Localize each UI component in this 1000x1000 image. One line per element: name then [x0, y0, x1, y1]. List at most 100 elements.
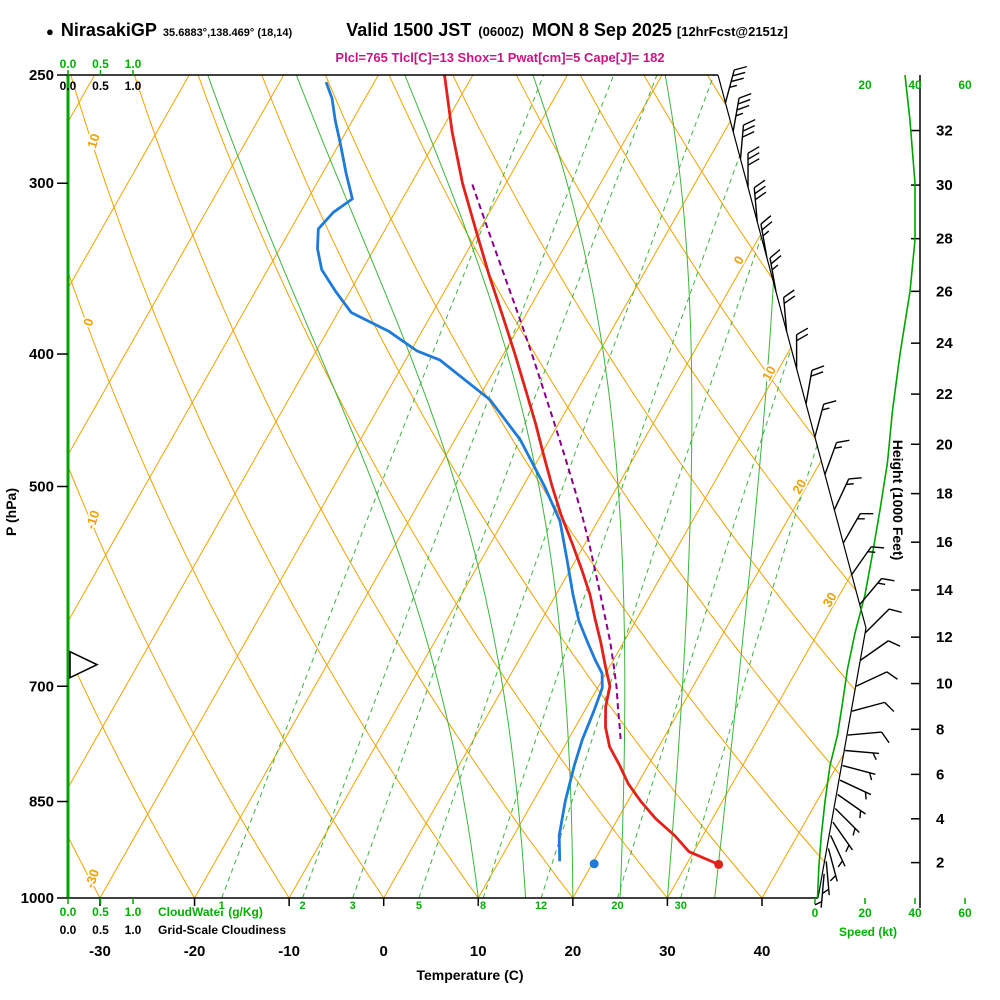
wind-barb — [753, 179, 767, 222]
temperature-axis-title: Temperature (C) — [416, 967, 523, 983]
speed-scale-top: 60 — [958, 78, 972, 92]
height-tick-label: 10 — [936, 676, 953, 693]
pressure-tick-label: 250 — [29, 67, 54, 84]
mixing-ratio-label: 3 — [350, 900, 356, 912]
pressure-axis-title: P (hPa) — [3, 488, 19, 536]
wind-barb — [814, 400, 837, 438]
wind-barb — [839, 779, 872, 800]
height-axis-title: Height (1000 Feet) — [890, 440, 906, 561]
temperature-tick-label: 10 — [470, 943, 487, 960]
height-tick-label: 18 — [936, 486, 953, 503]
speed-scale-bottom: 60 — [958, 906, 972, 920]
isotherm-label: 20 — [789, 476, 809, 496]
isotherm-label: 0 — [730, 253, 747, 267]
surface-temperature-dot — [714, 859, 724, 869]
height-tick-label: 28 — [936, 231, 953, 248]
wind-barb — [837, 793, 866, 819]
temperature-tick-label: -20 — [184, 943, 206, 960]
height-tick-label: 20 — [936, 436, 953, 453]
wind-barb — [769, 249, 782, 292]
height-tick-label: 32 — [936, 123, 953, 140]
wind-barb — [855, 671, 898, 687]
wind-barb — [747, 146, 760, 188]
temperature-tick-label: 0 — [380, 943, 388, 960]
wind-barb — [827, 848, 838, 882]
height-tick-label: 12 — [936, 629, 953, 646]
adiabat-label: 0 — [80, 316, 97, 328]
mixing-ratio-lines — [221, 75, 866, 898]
pressure-tick-label: 300 — [29, 175, 54, 192]
height-tick-label: 24 — [936, 335, 953, 352]
parcel-curve — [470, 182, 622, 740]
valid-time: Valid 1500 JST — [346, 20, 472, 40]
cloudiness-axis-title: Grid-Scale Cloudiness — [158, 923, 286, 937]
sounding-profiles — [316, 75, 720, 866]
temperature-tick-label: -30 — [89, 943, 111, 960]
pressure-tick-label: 700 — [29, 678, 54, 695]
parcel-parameters: Plcl=765 Tlcl[C]=13 Shox=1 Pwat[cm]=5 Ca… — [335, 50, 665, 65]
temperature-curve — [443, 75, 720, 866]
temperature-tick-label: 30 — [659, 943, 676, 960]
station-coords: 35.6883°,138.469° (18,14) — [162, 27, 293, 39]
wind-barbs — [724, 65, 902, 908]
mixing-ratio-label: 20 — [611, 900, 623, 912]
cloudiness-scale-top: 1.0 — [125, 79, 142, 93]
mixing-ratio-labels: 1 2 3 5 8 12 20 30 — [217, 898, 689, 914]
adiabat-labels: 100-10-30 — [78, 130, 104, 892]
temperature-axis: -30 -20 -10 0 10 20 30 40 Temperature (C) — [89, 898, 770, 983]
wind-barb — [842, 512, 874, 544]
wind-barb — [833, 477, 862, 511]
surface-dewpoint-dot — [589, 859, 599, 869]
valid-time-z: (0600Z) — [478, 24, 524, 39]
isotherm-label: 30 — [820, 590, 840, 610]
temperature-tick-label: -10 — [278, 943, 300, 960]
cloudiness-scale-bottom: 0.5 — [92, 923, 109, 937]
isotherm-lines — [68, 75, 866, 898]
wind-barb — [739, 119, 756, 160]
height-tick-label: 4 — [936, 811, 945, 828]
height-tick-label: 6 — [936, 766, 944, 783]
station-bullet-icon: ● — [46, 24, 54, 39]
cloudwater-scale-bottom: 0.5 — [92, 905, 109, 919]
wind-barb — [864, 608, 902, 634]
pressure-tick-label: 1000 — [21, 890, 54, 907]
speed-axis-title: Speed (kt) — [839, 925, 897, 939]
speed-curve — [816, 74, 916, 899]
height-tick-label: 26 — [936, 283, 953, 300]
pressure-axis: 250 300 400 500 700 850 1000 P (hPa) — [3, 67, 68, 907]
mixing-ratio-label: 8 — [480, 900, 486, 912]
mixing-ratio-label: 12 — [535, 900, 547, 912]
pressure-tick-label: 850 — [29, 794, 54, 811]
wind-barb — [814, 873, 825, 908]
height-tick-label: 16 — [936, 534, 953, 551]
wind-barb — [859, 577, 895, 606]
wind-barb — [824, 439, 850, 475]
temperature-tick-label: 40 — [754, 943, 771, 960]
dewpoint-curve — [316, 81, 604, 862]
pressure-tick-label: 400 — [29, 346, 54, 363]
speed-scale-bottom: 0 — [812, 906, 819, 920]
wind-barb — [851, 546, 885, 576]
speed-scale-bottom: 20 — [858, 906, 872, 920]
wind-barb — [782, 289, 796, 332]
mixing-ratio-label: 2 — [299, 900, 305, 912]
adiabat-label: -10 — [82, 508, 102, 531]
wind-barb — [847, 731, 890, 744]
height-tick-label: 14 — [936, 582, 953, 599]
cloudwater-scale-bottom: 1.0 — [125, 905, 142, 919]
cloudiness-scale-bottom: 1.0 — [125, 923, 142, 937]
height-tick-label: 30 — [936, 177, 953, 194]
wind-barb — [760, 215, 773, 258]
cloudiness-scale-top: 0.0 — [60, 79, 77, 93]
speed-panel: 0 20 20 40 40 60 60 Speed (kt) — [812, 74, 972, 939]
speed-scale-bottom: 40 — [908, 906, 922, 920]
cloudwater-scale-top: 0.0 — [60, 57, 77, 71]
chart-title: ● NirasakiGP 35.6883°,138.469° (18,14) V… — [46, 20, 788, 41]
pressure-tick-label: 500 — [29, 479, 54, 496]
adiabat-label: 10 — [84, 132, 103, 150]
wind-barb — [830, 835, 846, 868]
station-name: NirasakiGP — [60, 20, 157, 40]
